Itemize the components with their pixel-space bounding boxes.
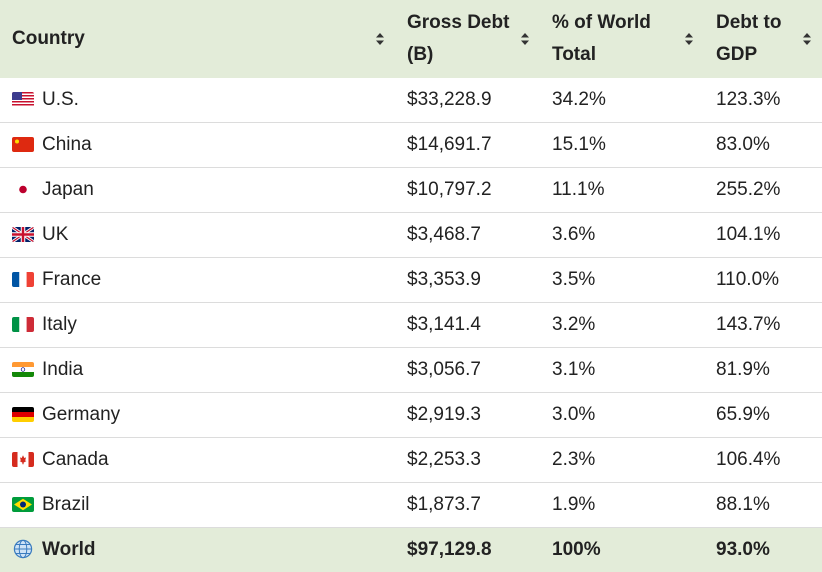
pct-world-cell: 3.0%: [540, 393, 704, 438]
country-cell: Japan: [0, 168, 395, 213]
gross-debt-cell: $3,141.4: [395, 303, 540, 348]
gross-debt-cell: $3,468.7: [395, 213, 540, 258]
debt-to-gdp-cell: 143.7%: [704, 303, 822, 348]
gross-debt-cell: $10,797.2: [395, 168, 540, 213]
table-row: Italy $3,141.4 3.2% 143.7%: [0, 303, 822, 348]
pct-world-cell: 3.6%: [540, 213, 704, 258]
total-row: World $97,129.8 100% 93.0%: [0, 528, 822, 572]
sort-icon[interactable]: [520, 32, 530, 46]
debt-to-gdp-cell: 93.0%: [704, 528, 822, 572]
table-row: France $3,353.9 3.5% 110.0%: [0, 258, 822, 303]
country-cell: France: [0, 258, 395, 303]
country-name: Japan: [42, 179, 94, 200]
debt-to-gdp-cell: 255.2%: [704, 168, 822, 213]
country-name: UK: [42, 224, 68, 245]
gross-debt-cell: $14,691.7: [395, 123, 540, 168]
debt-to-gdp-cell: 81.9%: [704, 348, 822, 393]
debt-to-gdp-cell: 88.1%: [704, 483, 822, 528]
pct-world-cell: 34.2%: [540, 78, 704, 123]
debt-to-gdp-cell: 123.3%: [704, 78, 822, 123]
country-cell: China: [0, 123, 395, 168]
country-name: France: [42, 269, 101, 290]
canada-flag-icon: [12, 452, 34, 467]
table-row: India $3,056.7 3.1% 81.9%: [0, 348, 822, 393]
gross-debt-cell: $2,919.3: [395, 393, 540, 438]
column-header-gross-debt[interactable]: Gross Debt (B): [395, 0, 540, 78]
table-row: U.S. $33,228.9 34.2% 123.3%: [0, 78, 822, 123]
japan-flag-icon: [12, 182, 34, 197]
gross-debt-cell: $1,873.7: [395, 483, 540, 528]
pct-world-cell: 3.2%: [540, 303, 704, 348]
table-row: Canada $2,253.3 2.3% 106.4%: [0, 438, 822, 483]
france-flag-icon: [12, 272, 34, 287]
us-flag-icon: [12, 92, 34, 107]
country-cell: Canada: [0, 438, 395, 483]
brazil-flag-icon: [12, 497, 34, 512]
pct-world-cell: 3.1%: [540, 348, 704, 393]
column-header-label: Country: [12, 23, 395, 55]
debt-to-gdp-cell: 65.9%: [704, 393, 822, 438]
table-row: Brazil $1,873.7 1.9% 88.1%: [0, 483, 822, 528]
debt-to-gdp-cell: 106.4%: [704, 438, 822, 483]
pct-world-cell: 3.5%: [540, 258, 704, 303]
table-row: UK $3,468.7 3.6% 104.1%: [0, 213, 822, 258]
column-header-pct-world[interactable]: % of World Total: [540, 0, 704, 78]
globe-icon: [13, 539, 33, 559]
debt-to-gdp-cell: 104.1%: [704, 213, 822, 258]
gross-debt-cell: $33,228.9: [395, 78, 540, 123]
sort-icon[interactable]: [802, 32, 812, 46]
country-cell: World: [0, 528, 395, 572]
table-row: Germany $2,919.3 3.0% 65.9%: [0, 393, 822, 438]
pct-world-cell: 100%: [540, 528, 704, 572]
pct-world-cell: 15.1%: [540, 123, 704, 168]
gross-debt-cell: $3,353.9: [395, 258, 540, 303]
italy-flag-icon: [12, 317, 34, 332]
country-name: Brazil: [42, 494, 90, 515]
country-cell: Germany: [0, 393, 395, 438]
country-cell: Brazil: [0, 483, 395, 528]
country-name: Germany: [42, 404, 120, 425]
country-name: Canada: [42, 449, 109, 470]
pct-world-cell: 2.3%: [540, 438, 704, 483]
pct-world-cell: 1.9%: [540, 483, 704, 528]
country-name: World: [42, 539, 95, 560]
column-header-label: % of World Total: [552, 7, 704, 71]
country-cell: UK: [0, 213, 395, 258]
column-header-debt-to-gdp[interactable]: Debt to GDP: [704, 0, 822, 78]
germany-flag-icon: [12, 407, 34, 422]
china-flag-icon: [12, 137, 34, 152]
country-cell: India: [0, 348, 395, 393]
uk-flag-icon: [12, 227, 34, 242]
table-row: Japan $10,797.2 11.1% 255.2%: [0, 168, 822, 213]
country-name: U.S.: [42, 89, 79, 110]
gross-debt-cell: $97,129.8: [395, 528, 540, 572]
column-header-country[interactable]: Country: [0, 0, 395, 78]
debt-to-gdp-cell: 110.0%: [704, 258, 822, 303]
sort-icon[interactable]: [375, 32, 385, 46]
country-name: Italy: [42, 314, 77, 335]
gross-debt-cell: $3,056.7: [395, 348, 540, 393]
country-name: China: [42, 134, 92, 155]
country-cell: Italy: [0, 303, 395, 348]
india-flag-icon: [12, 362, 34, 377]
pct-world-cell: 11.1%: [540, 168, 704, 213]
debt-to-gdp-cell: 83.0%: [704, 123, 822, 168]
country-name: India: [42, 359, 83, 380]
country-cell: U.S.: [0, 78, 395, 123]
sort-icon[interactable]: [684, 32, 694, 46]
header-row: Country Gross Debt (B) % of World Total …: [0, 0, 822, 78]
gross-debt-cell: $2,253.3: [395, 438, 540, 483]
table-row: China $14,691.7 15.1% 83.0%: [0, 123, 822, 168]
